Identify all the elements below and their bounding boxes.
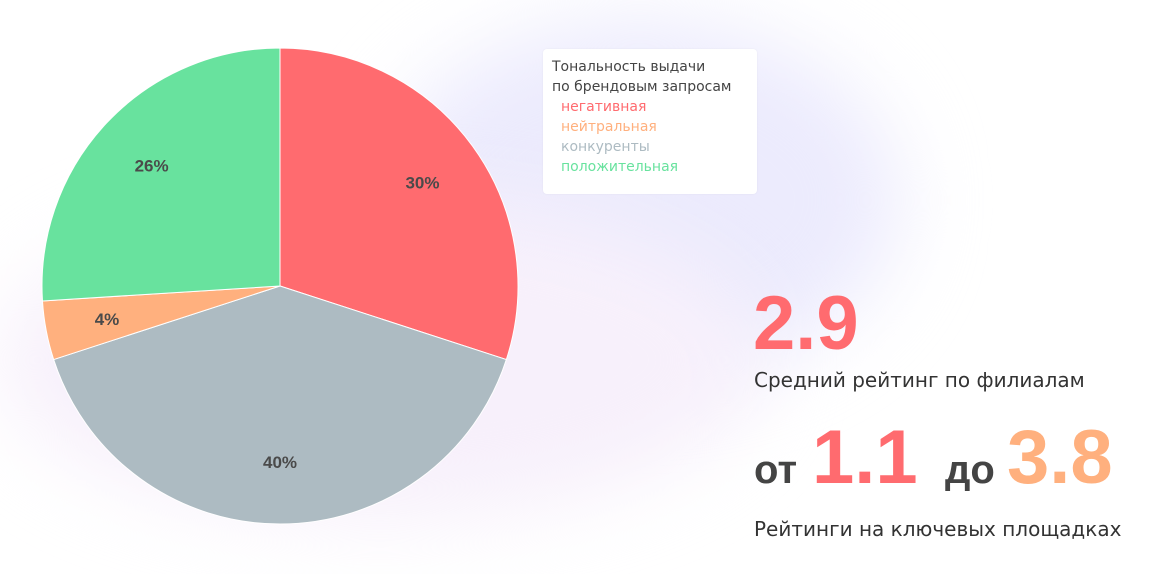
legend-title-line: Тональность выдачи xyxy=(552,59,706,75)
average-rating-value: 2.9 xyxy=(753,281,859,366)
range-to-value: 3.8 xyxy=(1007,415,1113,500)
legend-title-line: по брендовым запросам xyxy=(552,79,732,95)
legend-item[interactable]: конкуренты xyxy=(561,139,650,155)
pie-slice-label: 40% xyxy=(263,453,297,472)
average-rating-caption: Средний рейтинг по филиалам xyxy=(754,368,1085,392)
pie-slice-негативная[interactable] xyxy=(279,47,519,361)
pie-slice-конкуренты[interactable] xyxy=(53,285,507,525)
legend-item[interactable]: негативная xyxy=(561,99,647,115)
pie-chart: 30% 40% 4% 26% xyxy=(41,47,519,525)
range-from-value: 1.1 xyxy=(812,415,918,500)
pie-slice-label: 30% xyxy=(405,173,439,192)
pie-slice-label: 26% xyxy=(135,156,169,175)
range-to-word: до xyxy=(945,448,995,492)
chart-legend: Тональность выдачи по брендовым запросам… xyxy=(543,49,757,194)
pie-slice-положительная[interactable] xyxy=(41,47,281,302)
pie-slice-label: 4% xyxy=(95,310,120,329)
range-caption: Рейтинги на ключевых площадках xyxy=(754,517,1122,541)
range-from-word: от xyxy=(754,448,798,492)
legend-item[interactable]: нейтральная xyxy=(561,119,657,135)
legend-item[interactable]: положительная xyxy=(561,159,679,175)
